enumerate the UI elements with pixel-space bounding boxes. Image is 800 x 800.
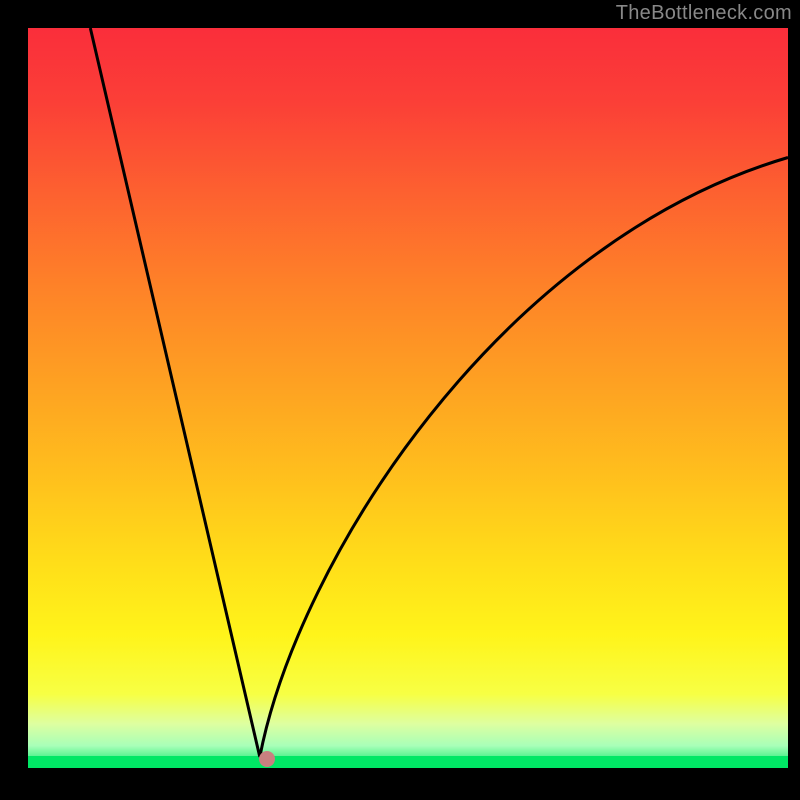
bottleneck-curve: [28, 28, 788, 768]
frame-border-right: [788, 0, 800, 800]
watermark-text: TheBottleneck.com: [616, 2, 792, 25]
frame-border-left: [0, 0, 28, 800]
frame-border-bottom: [0, 768, 800, 800]
plot-area: [28, 28, 788, 768]
minimum-dot: [259, 751, 275, 767]
curve-path: [90, 28, 788, 757]
